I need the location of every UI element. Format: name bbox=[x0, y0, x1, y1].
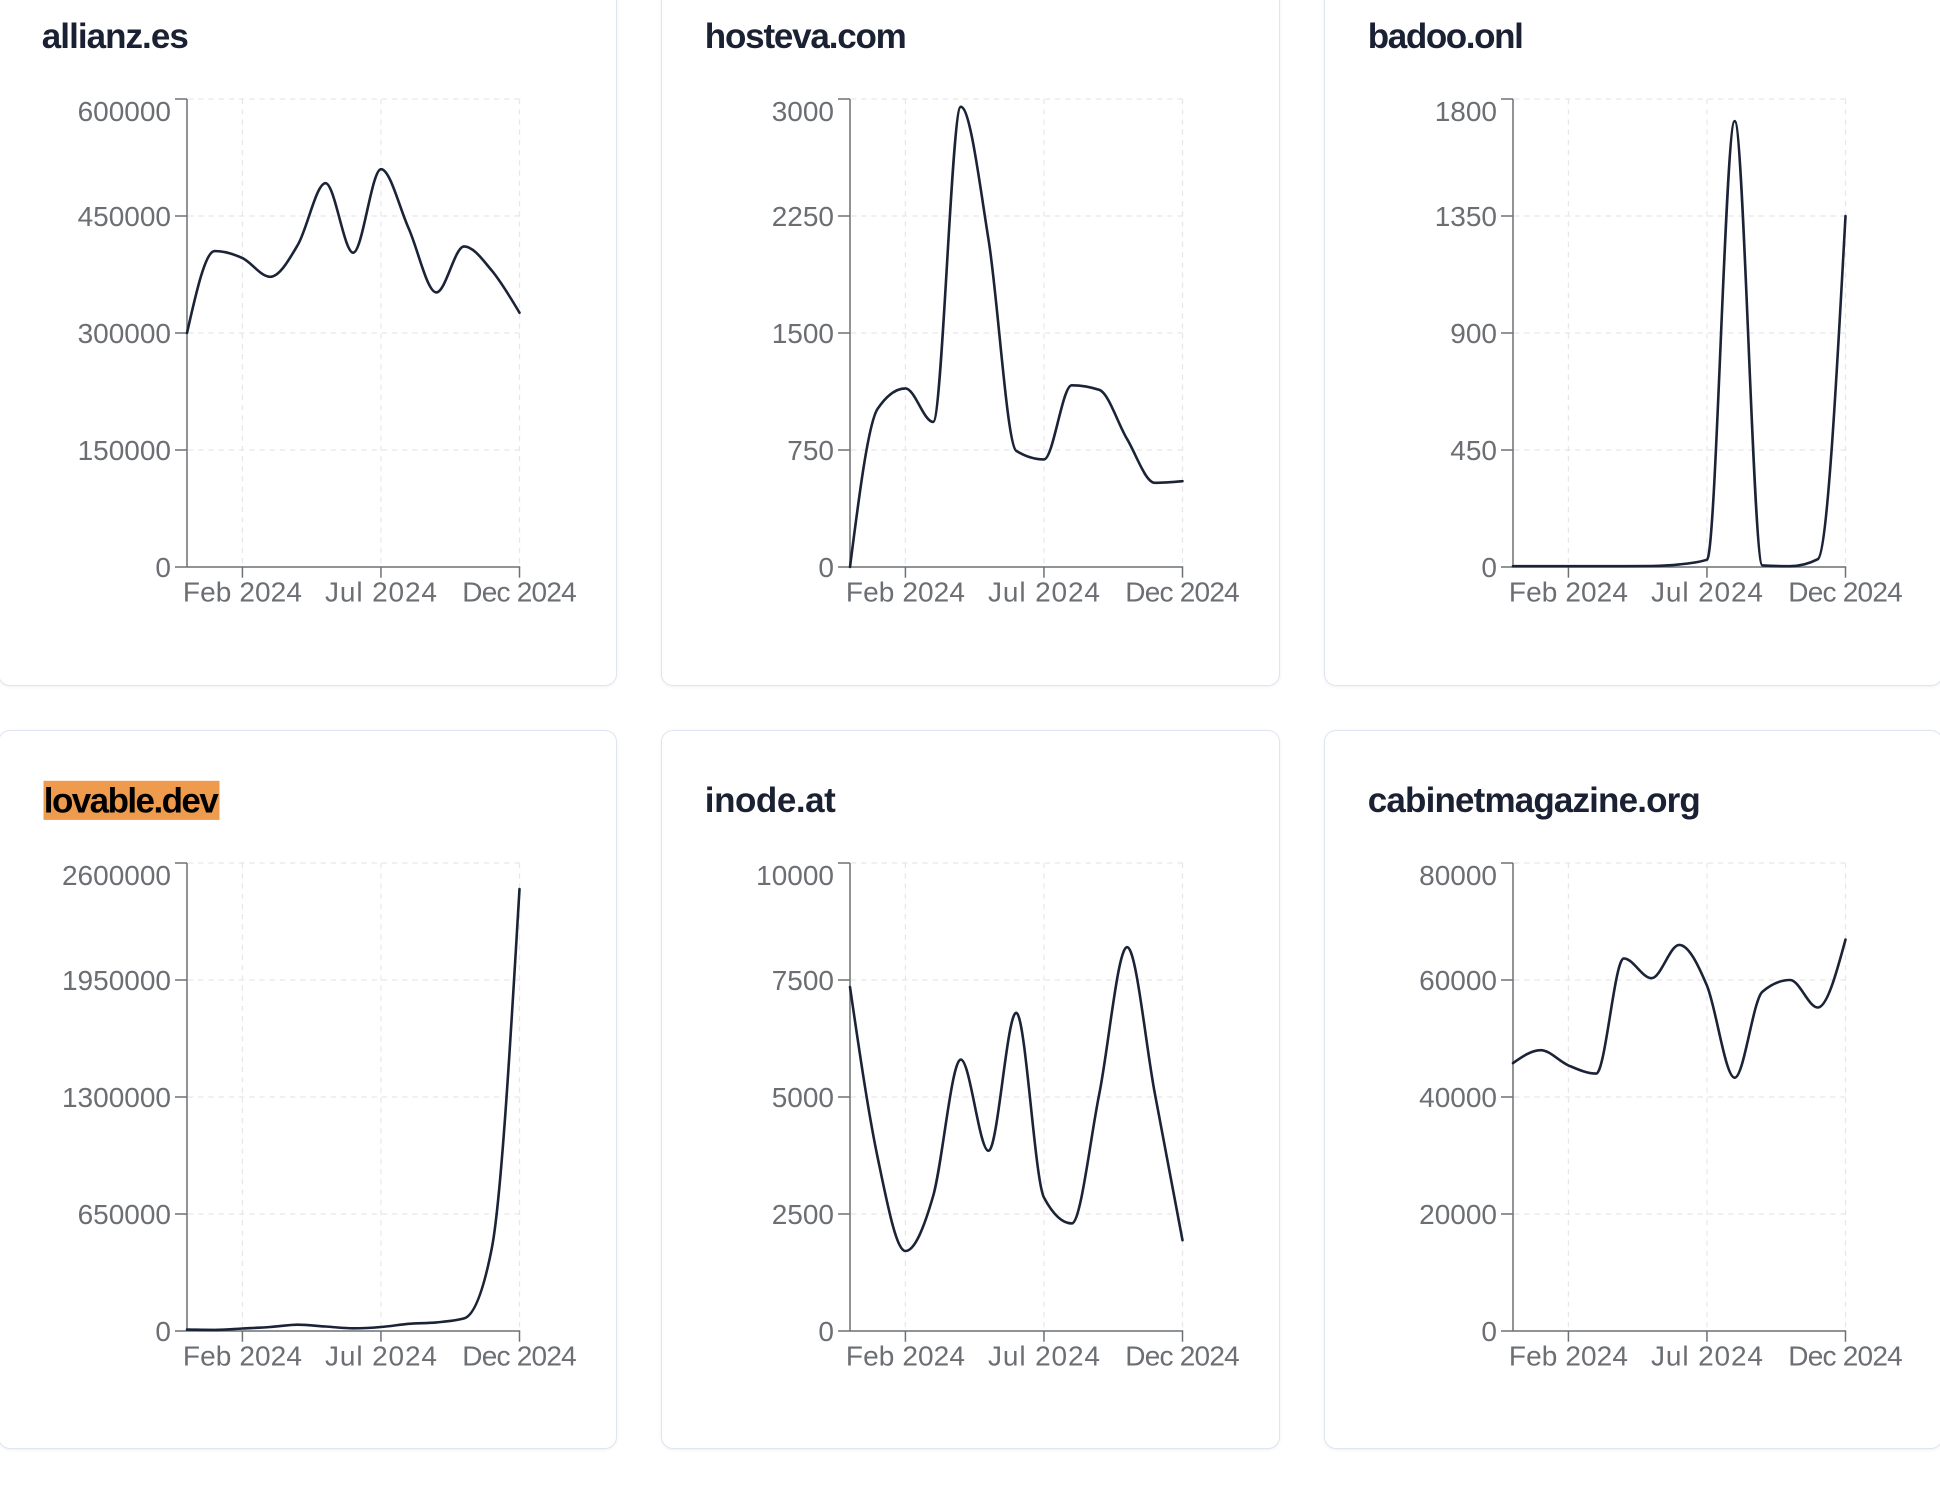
svg-text:badoo.onl: badoo.onl bbox=[1368, 17, 1524, 56]
svg-text:7500: 7500 bbox=[772, 965, 834, 996]
svg-text:1300000: 1300000 bbox=[62, 1082, 171, 1113]
svg-text:0: 0 bbox=[1481, 552, 1497, 583]
svg-text:Jul 2024: Jul 2024 bbox=[1651, 577, 1763, 608]
svg-text:Feb 2024: Feb 2024 bbox=[846, 577, 965, 608]
svg-text:1800: 1800 bbox=[1435, 96, 1497, 127]
svg-text:0: 0 bbox=[818, 552, 834, 583]
svg-text:Dec 2024: Dec 2024 bbox=[462, 577, 577, 608]
svg-text:2600000: 2600000 bbox=[62, 860, 171, 891]
svg-text:Feb 2024: Feb 2024 bbox=[846, 1340, 965, 1371]
svg-text:allianz.es: allianz.es bbox=[42, 17, 189, 56]
svg-text:0: 0 bbox=[155, 1316, 171, 1347]
svg-text:Dec 2024: Dec 2024 bbox=[1788, 1340, 1903, 1371]
svg-text:Jul 2024: Jul 2024 bbox=[988, 577, 1100, 608]
svg-text:150000: 150000 bbox=[78, 435, 171, 466]
svg-text:1350: 1350 bbox=[1435, 201, 1497, 232]
svg-text:cabinetmagazine.org: cabinetmagazine.org bbox=[1368, 781, 1701, 820]
svg-text:Jul 2024: Jul 2024 bbox=[325, 1340, 437, 1371]
svg-text:600000: 600000 bbox=[78, 96, 171, 127]
svg-text:0: 0 bbox=[1481, 1316, 1497, 1347]
svg-text:Feb 2024: Feb 2024 bbox=[183, 577, 302, 608]
svg-text:20000: 20000 bbox=[1419, 1199, 1497, 1230]
svg-text:2250: 2250 bbox=[772, 201, 834, 232]
svg-text:Dec 2024: Dec 2024 bbox=[462, 1340, 577, 1371]
svg-text:750: 750 bbox=[787, 435, 834, 466]
svg-text:Jul 2024: Jul 2024 bbox=[988, 1340, 1100, 1371]
svg-text:450000: 450000 bbox=[78, 201, 171, 232]
svg-text:Dec 2024: Dec 2024 bbox=[1788, 577, 1903, 608]
svg-text:80000: 80000 bbox=[1419, 860, 1497, 891]
svg-text:lovable.dev: lovable.dev bbox=[44, 781, 220, 820]
svg-text:60000: 60000 bbox=[1419, 965, 1497, 996]
svg-text:300000: 300000 bbox=[78, 318, 171, 349]
svg-text:650000: 650000 bbox=[78, 1199, 171, 1230]
svg-text:inode.at: inode.at bbox=[705, 781, 836, 820]
svg-text:hosteva.com: hosteva.com bbox=[705, 17, 907, 56]
svg-text:5000: 5000 bbox=[772, 1082, 834, 1113]
svg-text:900: 900 bbox=[1450, 318, 1497, 349]
svg-text:40000: 40000 bbox=[1419, 1082, 1497, 1113]
svg-text:Feb 2024: Feb 2024 bbox=[183, 1340, 302, 1371]
svg-text:Jul 2024: Jul 2024 bbox=[325, 577, 437, 608]
svg-text:0: 0 bbox=[155, 552, 171, 583]
svg-text:Jul 2024: Jul 2024 bbox=[1651, 1340, 1763, 1371]
svg-text:Dec 2024: Dec 2024 bbox=[1125, 577, 1240, 608]
svg-text:1950000: 1950000 bbox=[62, 965, 171, 996]
svg-text:1500: 1500 bbox=[772, 318, 834, 349]
svg-text:0: 0 bbox=[818, 1316, 834, 1347]
svg-text:Dec 2024: Dec 2024 bbox=[1125, 1340, 1240, 1371]
svg-text:450: 450 bbox=[1450, 435, 1497, 466]
svg-text:2500: 2500 bbox=[772, 1199, 834, 1230]
svg-text:Feb 2024: Feb 2024 bbox=[1509, 577, 1628, 608]
svg-text:3000: 3000 bbox=[772, 96, 834, 127]
svg-text:10000: 10000 bbox=[756, 860, 834, 891]
svg-text:Feb 2024: Feb 2024 bbox=[1509, 1340, 1628, 1371]
